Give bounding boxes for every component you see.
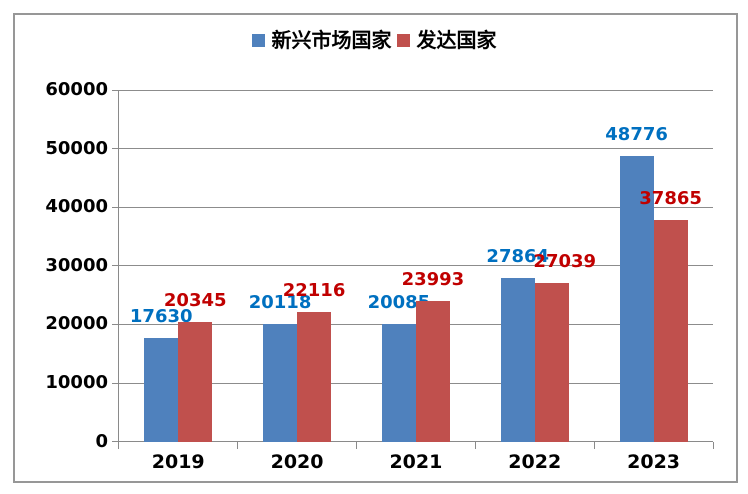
gridline-50000	[118, 148, 713, 150]
legend-item-emerging-markets: 新兴市场国家	[251, 28, 392, 52]
y-tick-60000	[111, 89, 119, 91]
y-tick-label-60000: 60000	[45, 79, 108, 100]
y-tick-20000	[111, 323, 119, 325]
legend-label-emerging-markets: 新兴市场国家	[271, 28, 392, 52]
bar-emerging-markets-2020	[263, 323, 298, 442]
gridline-30000	[118, 265, 713, 267]
x-tick-3	[474, 441, 476, 449]
y-tick-10000	[111, 382, 119, 384]
bar-emerging-markets-2019	[144, 338, 179, 442]
x-tick-label-2019: 2019	[151, 451, 205, 473]
y-tick-label-40000: 40000	[45, 196, 108, 218]
bar-emerging-markets-2023	[619, 155, 654, 442]
data-label-developed-2023: 37865	[639, 187, 702, 209]
y-tick-label-20000: 20000	[45, 313, 108, 335]
data-label-developed-2021: 23993	[401, 269, 465, 290]
legend-marker-developed-icon	[396, 33, 410, 47]
legend-item-developed: 发达国家	[396, 28, 497, 52]
data-label-developed-2020: 22116	[282, 280, 346, 301]
data-label-emerging-markets-2022: 27864	[486, 246, 550, 268]
y-tick-label-50000: 50000	[45, 137, 108, 159]
bar-developed-2022	[534, 283, 569, 442]
legend: 新兴市场国家 发达国家	[0, 30, 748, 50]
bar-emerging-markets-2022	[500, 278, 535, 442]
x-axis-line	[111, 441, 713, 443]
gridline-60000	[118, 89, 713, 91]
x-tick-4	[593, 441, 595, 449]
y-tick-40000	[111, 206, 119, 208]
bar-developed-2023	[653, 219, 688, 442]
chart-border	[13, 13, 738, 483]
y-tick-label-10000: 10000	[45, 372, 108, 393]
legend-marker-emerging-markets-icon	[251, 33, 265, 47]
y-tick-label-30000: 30000	[45, 254, 108, 276]
bar-developed-2020	[297, 312, 332, 442]
gridline-40000	[118, 206, 713, 208]
bar-developed-2021	[415, 301, 450, 442]
x-tick-label-2022: 2022	[508, 451, 562, 473]
x-tick-5	[712, 441, 714, 449]
x-tick-label-2023: 2023	[627, 451, 681, 473]
x-tick-label-2021: 2021	[389, 451, 443, 473]
data-label-emerging-markets-2019: 17630	[129, 306, 193, 328]
y-tick-30000	[111, 265, 119, 267]
data-label-developed-2019: 20345	[163, 290, 227, 312]
y-axis-line	[118, 90, 120, 442]
y-tick-50000	[111, 148, 119, 150]
bar-developed-2019	[178, 322, 213, 442]
data-label-emerging-markets-2021: 20085	[367, 291, 431, 313]
x-tick-label-2020: 2020	[270, 451, 324, 473]
data-label-emerging-markets-2023: 48776	[605, 123, 668, 145]
y-tick-label-0: 0	[95, 430, 108, 452]
x-tick-2	[355, 441, 357, 449]
legend-label-developed: 发达国家	[416, 28, 497, 52]
bar-emerging-markets-2021	[381, 323, 416, 442]
data-label-developed-2022: 27039	[533, 251, 597, 273]
x-tick-0	[118, 441, 120, 449]
data-label-emerging-markets-2020: 20118	[248, 291, 312, 313]
x-tick-1	[237, 441, 239, 449]
